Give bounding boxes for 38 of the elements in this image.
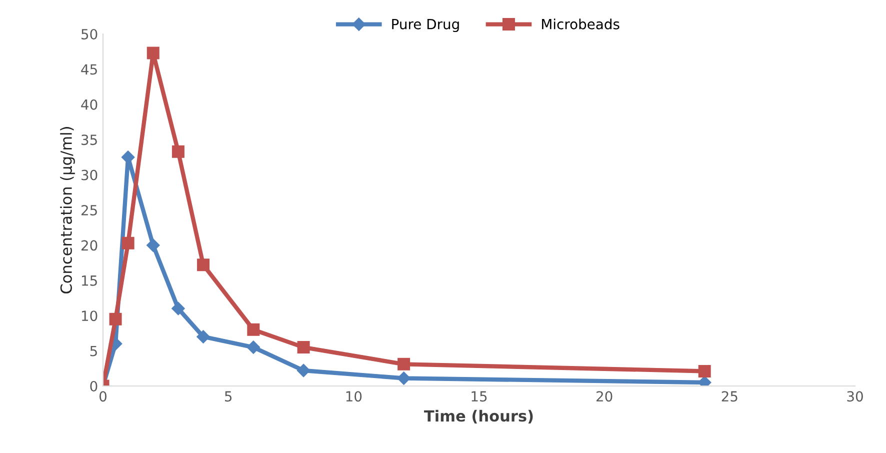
point (172, 145, 184, 158)
x-tick-label: 0 (99, 391, 106, 402)
point (196, 330, 210, 344)
point (296, 364, 310, 378)
y-tick-label: 45 (81, 64, 97, 75)
point (122, 236, 134, 250)
y-tick-label: 30 (82, 170, 98, 180)
point (698, 364, 711, 378)
point (246, 340, 260, 354)
point (398, 358, 410, 370)
x-tick-label: 5 (224, 391, 232, 402)
y-tick-label: 35 (82, 134, 97, 146)
y-tick-label: 5 (90, 346, 97, 356)
y-tick-label: 40 (81, 99, 98, 110)
point (121, 150, 135, 164)
point (146, 46, 160, 60)
x-tick-label: 30 (847, 391, 863, 402)
point (109, 312, 122, 326)
point (397, 372, 410, 385)
y-axis-title: Concentration (µg/ml) (60, 127, 75, 294)
y-tick-label: 15 (82, 276, 97, 286)
x-tick-label: 20 (596, 391, 612, 402)
point (146, 238, 160, 252)
x-tick-label: 15 (472, 391, 487, 402)
point (247, 323, 260, 336)
point (172, 302, 185, 316)
y-tick-label: 10 (82, 310, 98, 322)
y-tick-label: 0 (90, 380, 98, 392)
point (197, 258, 210, 272)
point (297, 341, 310, 354)
x-axis-title: Time (hours) (424, 410, 533, 424)
legend-label: Microbeads (542, 18, 620, 30)
x-tick-label: 10 (346, 391, 362, 402)
y-tick-label: 20 (81, 240, 98, 251)
y-tick-label: 25 (81, 204, 97, 216)
x-tick-label: 25 (722, 391, 738, 402)
legend-label: Pure Drug (392, 19, 459, 32)
y-tick-label: 50 (82, 28, 98, 40)
